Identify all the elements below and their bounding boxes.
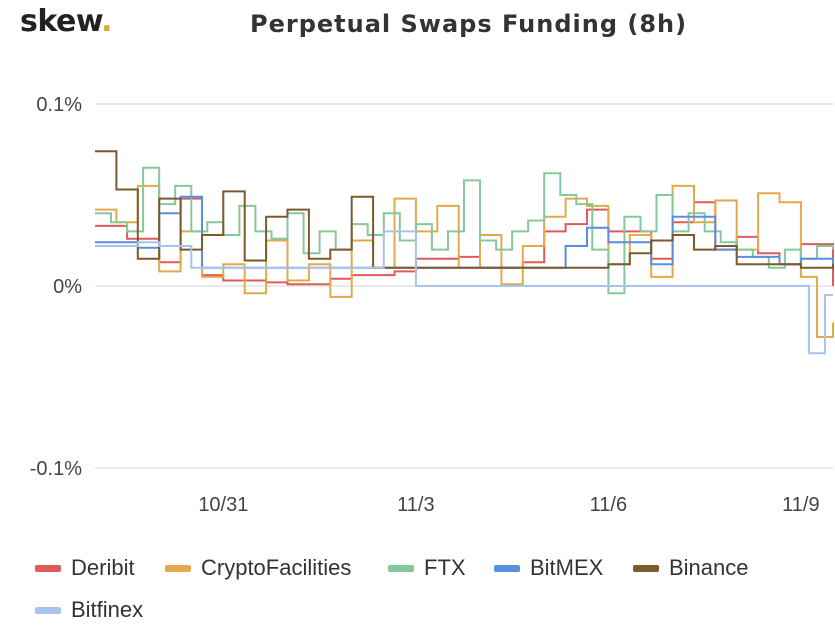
- legend-label: Deribit: [71, 555, 135, 580]
- series-lines: [95, 150, 834, 355]
- y-tick-label: 0%: [53, 276, 82, 298]
- y-tick-label: 0.1%: [36, 94, 82, 116]
- legend-item-bitmex[interactable]: BitMEX: [494, 555, 603, 581]
- y-axis-ticks: 0.1% 0% -0.1%: [30, 94, 82, 480]
- legend-label: Binance: [669, 555, 749, 580]
- legend-label: CryptoFacilities: [201, 555, 352, 580]
- legend-label: FTX: [424, 555, 466, 580]
- legend-swatch: [165, 564, 191, 572]
- series-line-bitmex: [95, 195, 834, 269]
- x-tick-label: 11/3: [397, 494, 434, 516]
- legend-label: BitMEX: [530, 555, 604, 580]
- brand-dot: .: [101, 4, 113, 39]
- legend-item-binance[interactable]: Binance: [633, 555, 749, 581]
- legend-item-ftx[interactable]: FTX: [388, 555, 466, 581]
- legend-swatch: [494, 564, 520, 572]
- legend-item-bitfinex[interactable]: Bitfinex: [35, 597, 143, 623]
- series-line-bitfinex: [95, 230, 833, 355]
- legend-label: Bitfinex: [71, 597, 144, 622]
- x-tick-label: 11/9: [782, 494, 819, 516]
- legend-swatch: [35, 606, 61, 614]
- brand-logo: skew.: [20, 4, 113, 39]
- brand-name: skew: [20, 4, 102, 39]
- x-tick-label: 11/6: [590, 494, 627, 516]
- y-tick-label: -0.1%: [30, 458, 82, 480]
- legend-item-cryptofacilities[interactable]: CryptoFacilities: [165, 555, 351, 581]
- legend-swatch: [388, 564, 414, 572]
- x-axis-ticks: 10/31 11/3 11/6 11/9: [198, 494, 819, 516]
- x-tick-label: 10/31: [198, 494, 248, 516]
- legend-swatch: [633, 564, 659, 572]
- legend-item-deribit[interactable]: Deribit: [35, 555, 135, 581]
- series-line-binance: [95, 150, 834, 269]
- legend-swatch: [35, 564, 61, 572]
- chart-title: Perpetual Swaps Funding (8h): [250, 10, 688, 38]
